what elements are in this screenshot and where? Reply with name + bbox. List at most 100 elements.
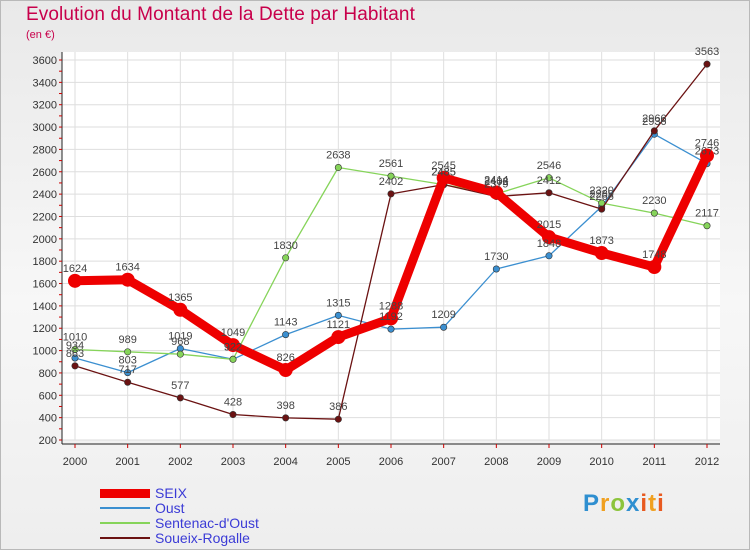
x-tick-label: 2006 — [379, 456, 403, 468]
data-point — [703, 222, 711, 230]
data-label: 1848 — [537, 238, 561, 250]
data-label: 1209 — [431, 309, 455, 321]
data-label: 968 — [171, 336, 189, 348]
y-tick-label: 1400 — [33, 301, 57, 313]
data-point — [71, 354, 79, 362]
legend-swatch — [100, 522, 150, 524]
legend-label: Oust — [155, 500, 185, 516]
x-tick-label: 2005 — [326, 456, 350, 468]
y-tick-label: 2000 — [33, 234, 57, 246]
data-label: 1010 — [63, 331, 87, 343]
legend-label: SEIX — [155, 485, 187, 501]
x-tick-label: 2000 — [63, 456, 87, 468]
y-tick-label: 1000 — [33, 346, 57, 358]
y-tick-label: 600 — [39, 390, 57, 402]
data-label: 1634 — [115, 262, 139, 274]
data-point — [282, 414, 290, 422]
data-point — [124, 348, 132, 356]
data-label: 2485 — [431, 167, 455, 179]
data-point — [176, 394, 184, 402]
data-point — [650, 209, 658, 217]
data-label: 2015 — [537, 219, 561, 231]
legend-swatch — [100, 507, 150, 509]
data-label: 934 — [66, 340, 84, 352]
data-point — [545, 174, 553, 182]
x-tick-label: 2002 — [168, 456, 192, 468]
data-label: 826 — [276, 352, 294, 364]
legend-item: Sentenac-d'Oust — [100, 515, 259, 531]
data-label: 386 — [329, 401, 347, 413]
data-label: 3563 — [695, 46, 719, 58]
data-label: 863 — [66, 348, 84, 360]
y-tick-label: 3000 — [33, 122, 57, 134]
data-label: 2546 — [537, 160, 561, 172]
data-label: 2414 — [484, 175, 508, 187]
data-label: 1873 — [589, 235, 613, 247]
data-label: 398 — [276, 400, 294, 412]
data-label: 2402 — [379, 176, 403, 188]
data-point — [598, 205, 606, 213]
y-tick-label: 2600 — [33, 167, 57, 179]
data-label: 1748 — [642, 249, 666, 261]
data-point — [489, 185, 504, 200]
x-tick-label: 2008 — [484, 456, 508, 468]
data-point — [334, 164, 342, 172]
data-point — [124, 369, 132, 377]
y-tick-label: 3400 — [33, 77, 57, 89]
data-label: 922 — [224, 341, 242, 353]
legend-label: Soueix-Rogalle — [155, 530, 250, 546]
chart-title: Evolution du Montant de la Dette par Hab… — [26, 4, 415, 25]
data-label: 2746 — [695, 137, 719, 149]
y-tick-label: 1800 — [33, 256, 57, 268]
y-tick-label: 200 — [39, 435, 57, 447]
data-label: 2320 — [589, 185, 613, 197]
y-tick-label: 400 — [39, 413, 57, 425]
data-point — [71, 362, 79, 370]
proxiti-logo: Proxiti — [583, 490, 665, 517]
data-point — [229, 411, 237, 419]
data-point — [545, 252, 553, 260]
x-tick-label: 2012 — [695, 456, 719, 468]
legend-item: Soueix-Rogalle — [100, 530, 250, 546]
data-point — [334, 311, 342, 319]
data-point — [282, 331, 290, 339]
data-label: 1315 — [326, 297, 350, 309]
data-point — [278, 363, 293, 378]
data-label: 1049 — [221, 327, 245, 339]
data-point — [594, 246, 609, 261]
data-point — [176, 350, 184, 358]
data-label: 2379 — [484, 178, 508, 190]
data-point — [384, 311, 398, 326]
data-label: 2936 — [642, 116, 666, 128]
data-label: 717 — [118, 364, 136, 376]
data-label: 2561 — [379, 158, 403, 170]
data-label: 1830 — [273, 240, 297, 252]
data-label: 1143 — [274, 317, 298, 329]
y-tick-label: 2800 — [33, 144, 57, 156]
data-point — [387, 190, 395, 198]
data-point — [542, 230, 556, 245]
data-label: 1192 — [379, 311, 403, 323]
data-point — [387, 325, 395, 333]
data-label: 1624 — [63, 263, 87, 275]
y-tick-label: 2400 — [33, 189, 57, 201]
x-tick-label: 2004 — [273, 456, 297, 468]
data-label: 2485 — [431, 167, 455, 179]
x-tick-label: 2001 — [115, 456, 139, 468]
x-tick-label: 2011 — [643, 456, 667, 468]
data-label: 1121 — [327, 319, 351, 331]
data-point — [226, 338, 240, 353]
data-point — [440, 323, 448, 331]
data-label: 2966 — [642, 113, 666, 125]
data-point — [492, 265, 500, 273]
data-point — [545, 189, 553, 197]
data-label: 2673 — [695, 146, 719, 158]
data-point — [124, 378, 132, 386]
data-label: 2402 — [484, 176, 508, 188]
y-tick-label: 3200 — [33, 100, 57, 112]
y-tick-label: 1600 — [33, 279, 57, 291]
legend-item: SEIX — [100, 485, 187, 501]
legend-item: Oust — [100, 500, 185, 516]
chart-subtitle: (en €) — [26, 29, 55, 41]
